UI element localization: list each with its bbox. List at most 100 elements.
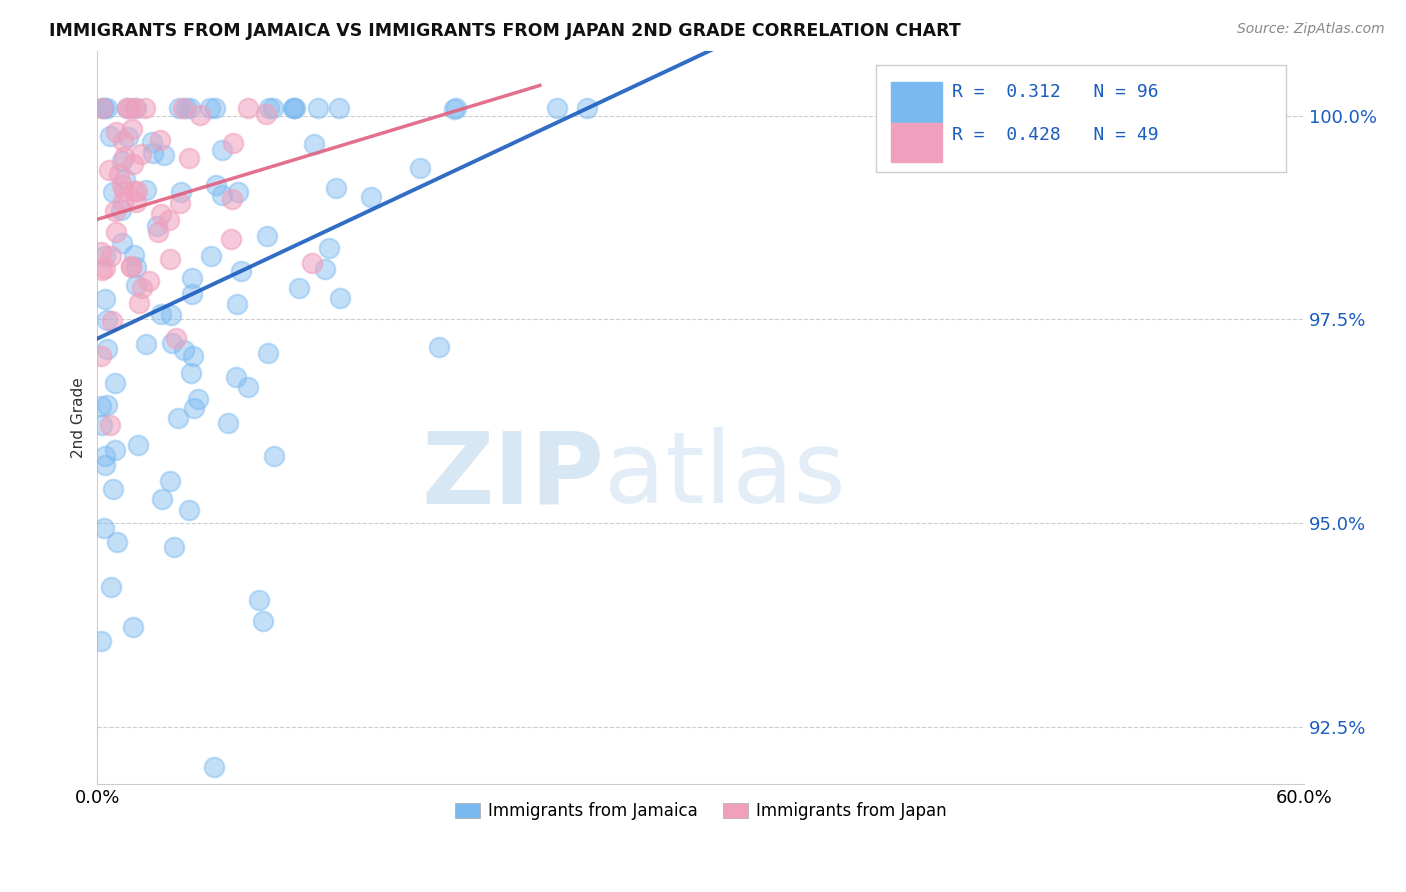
- Point: [104, 204, 127, 219]
- Point: [427, 340, 450, 354]
- Point: [183, 401, 205, 416]
- Point: [198, 101, 221, 115]
- Point: [91, 101, 114, 115]
- Point: [110, 202, 132, 217]
- Point: [146, 219, 169, 234]
- Point: [187, 392, 209, 407]
- Point: [172, 101, 194, 115]
- Point: [101, 483, 124, 497]
- Point: [180, 366, 202, 380]
- Point: [302, 137, 325, 152]
- Point: [256, 229, 278, 244]
- Point: [93, 521, 115, 535]
- Point: [121, 157, 143, 171]
- Point: [546, 101, 568, 115]
- Point: [134, 101, 156, 115]
- Point: [408, 161, 430, 175]
- Point: [149, 307, 172, 321]
- Point: [226, 297, 249, 311]
- Point: [166, 411, 188, 425]
- Point: [90, 417, 112, 432]
- Point: [93, 101, 115, 115]
- Text: R =  0.312   N = 96: R = 0.312 N = 96: [952, 84, 1159, 102]
- Point: [157, 213, 180, 227]
- Point: [105, 535, 128, 549]
- Point: [236, 101, 259, 115]
- Point: [107, 167, 129, 181]
- FancyBboxPatch shape: [891, 122, 942, 162]
- Point: [257, 346, 280, 360]
- Point: [146, 225, 169, 239]
- Point: [443, 102, 465, 116]
- Point: [101, 314, 124, 328]
- Point: [149, 133, 172, 147]
- Point: [96, 398, 118, 412]
- FancyBboxPatch shape: [891, 82, 942, 122]
- Point: [150, 207, 173, 221]
- Y-axis label: 2nd Grade: 2nd Grade: [72, 376, 86, 458]
- Point: [105, 125, 128, 139]
- Point: [135, 336, 157, 351]
- Point: [112, 150, 135, 164]
- Point: [98, 418, 121, 433]
- Point: [247, 593, 270, 607]
- Point: [328, 101, 350, 115]
- Point: [287, 281, 309, 295]
- Point: [307, 101, 329, 115]
- Point: [117, 130, 139, 145]
- Legend: Immigrants from Jamaica, Immigrants from Japan: Immigrants from Jamaica, Immigrants from…: [449, 796, 953, 827]
- Point: [325, 180, 347, 194]
- Point: [115, 101, 138, 115]
- Point: [125, 185, 148, 199]
- Text: IMMIGRANTS FROM JAMAICA VS IMMIGRANTS FROM JAPAN 2ND GRADE CORRELATION CHART: IMMIGRANTS FROM JAMAICA VS IMMIGRANTS FR…: [49, 22, 960, 40]
- Point: [121, 121, 143, 136]
- Point: [96, 312, 118, 326]
- Point: [179, 101, 201, 115]
- Point: [125, 195, 148, 210]
- Point: [159, 252, 181, 267]
- Point: [162, 336, 184, 351]
- Point: [112, 184, 135, 198]
- Point: [174, 101, 197, 115]
- Point: [100, 580, 122, 594]
- Point: [90, 101, 112, 115]
- Point: [96, 101, 118, 115]
- Point: [98, 129, 121, 144]
- Point: [100, 249, 122, 263]
- Point: [328, 291, 350, 305]
- Text: atlas: atlas: [605, 427, 846, 524]
- Point: [111, 178, 134, 192]
- Point: [118, 101, 141, 115]
- Point: [97, 162, 120, 177]
- Point: [90, 349, 112, 363]
- Point: [180, 271, 202, 285]
- Point: [173, 343, 195, 357]
- Point: [131, 281, 153, 295]
- Point: [104, 376, 127, 390]
- Point: [301, 256, 323, 270]
- Point: [94, 261, 117, 276]
- Text: ZIP: ZIP: [422, 427, 605, 524]
- Point: [252, 614, 274, 628]
- Point: [169, 195, 191, 210]
- Point: [125, 101, 148, 115]
- Point: [141, 135, 163, 149]
- Point: [125, 260, 148, 274]
- Point: [177, 151, 200, 165]
- FancyBboxPatch shape: [876, 65, 1286, 171]
- Point: [259, 101, 281, 115]
- Point: [160, 308, 183, 322]
- Point: [254, 106, 277, 120]
- Point: [181, 349, 204, 363]
- Point: [111, 235, 134, 250]
- Point: [93, 292, 115, 306]
- Text: Source: ZipAtlas.com: Source: ZipAtlas.com: [1237, 22, 1385, 37]
- Point: [111, 134, 134, 148]
- Point: [318, 241, 340, 255]
- Point: [124, 277, 146, 292]
- Point: [181, 286, 204, 301]
- Point: [226, 185, 249, 199]
- Point: [129, 146, 152, 161]
- Point: [165, 331, 187, 345]
- Point: [128, 295, 150, 310]
